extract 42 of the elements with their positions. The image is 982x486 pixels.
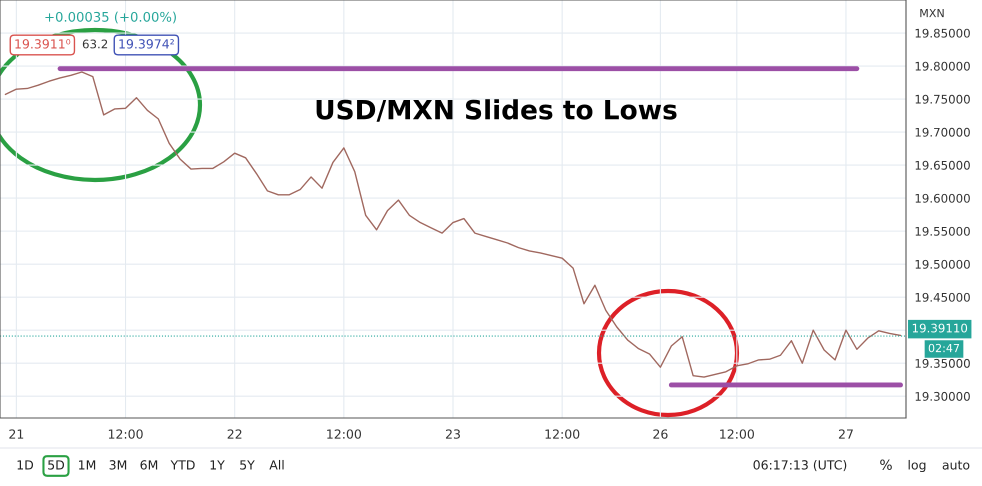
y-tick-label: 19.70000	[916, 128, 970, 137]
text: 02:47	[928, 344, 960, 352]
x-tick-label: 12:00	[327, 429, 362, 439]
text: auto	[942, 460, 970, 470]
x-tick-label: 23	[446, 429, 460, 439]
text: USD/MXN Slides to Lows	[316, 99, 677, 122]
y-tick-label: 19.75000	[916, 94, 970, 104]
y-tick-label: 19.35000	[916, 358, 970, 368]
x-tick-label: 27	[838, 429, 853, 439]
text: 06:17:13 (UTC)	[754, 460, 846, 472]
text: 5Y	[240, 460, 255, 470]
annotation: 19.3974²	[119, 39, 174, 49]
text: %	[880, 460, 892, 470]
y-tick-label: 19.80000	[916, 62, 970, 71]
y-tick-label: 19.60000	[916, 194, 970, 203]
text: 1D	[18, 460, 34, 470]
text: YTD	[170, 460, 195, 470]
annotation: +0.00035 (+0.00%)	[45, 12, 176, 24]
text: 5D	[48, 460, 64, 470]
y-tick-label: 19.50000	[916, 260, 970, 269]
x-tick-label: 22	[228, 429, 242, 439]
x-tick-label: 12:00	[108, 429, 143, 439]
y-tick-label: 19.30000	[916, 392, 970, 401]
x-tick-label: 21	[9, 429, 24, 439]
y-tick-label: 19.55000	[916, 226, 970, 236]
x-tick-label: 26	[653, 429, 668, 439]
text: 1Y	[210, 460, 225, 470]
text: log	[908, 460, 926, 472]
y-tick-label: 19.85000	[916, 28, 970, 38]
text: 6M	[140, 460, 158, 470]
annotation: 63.2	[82, 39, 108, 48]
y-tick-label: 19.65000	[916, 160, 970, 170]
x-tick-label: 12:00	[546, 429, 580, 439]
text: 1M	[79, 460, 96, 470]
text: All	[269, 460, 284, 470]
ref-line-label: 19.39110	[912, 324, 968, 333]
line-series	[4, 71, 902, 378]
text: MXN	[920, 8, 944, 18]
y-tick-label: 19.45000	[916, 292, 970, 302]
annotation: 19.3911⁰	[15, 39, 70, 49]
text: 3M	[110, 460, 126, 470]
x-tick-label: 12:00	[720, 429, 754, 439]
